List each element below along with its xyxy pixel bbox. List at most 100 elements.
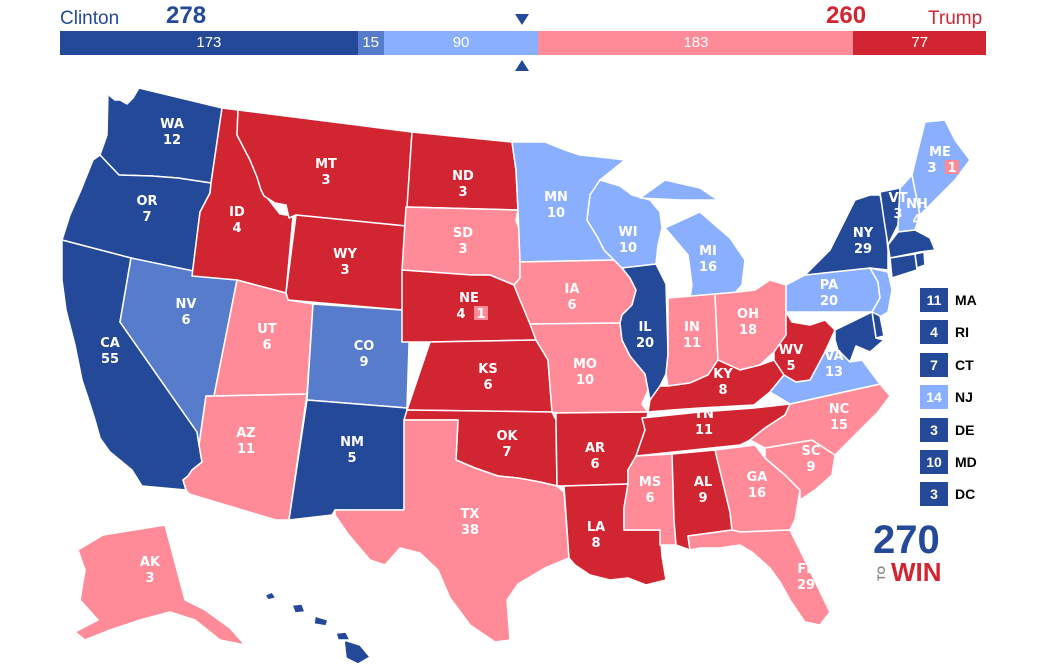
state-abbr-label: OK bbox=[496, 429, 518, 444]
tally-segment: 15 bbox=[357, 31, 384, 55]
ne-state-ev-box-dc[interactable]: 3 bbox=[920, 482, 948, 507]
state-ev-label: 38 bbox=[461, 523, 479, 538]
state-abbr-label: OH bbox=[737, 307, 759, 322]
state-abbr-label: KY bbox=[713, 367, 733, 382]
state-abbr-label: TN bbox=[694, 407, 714, 422]
state-ev-label: 8 bbox=[591, 536, 600, 551]
state-abbr-label: ME bbox=[929, 145, 951, 160]
state-wa[interactable] bbox=[99, 87, 223, 184]
ne-state-ev-box-md[interactable]: 10 bbox=[920, 450, 948, 474]
state-wy[interactable] bbox=[285, 214, 407, 311]
state-abbr-label: CO bbox=[354, 339, 375, 354]
district-ev-label: 1 bbox=[476, 307, 485, 322]
state-ev-label: 13 bbox=[825, 365, 843, 380]
state-abbr-label: NY bbox=[853, 226, 874, 241]
state-abbr-label: SC bbox=[802, 444, 821, 459]
state-abbr-label: AR bbox=[585, 441, 605, 456]
state-abbr-label: FL bbox=[797, 562, 814, 577]
ne-state-label: MA bbox=[955, 292, 977, 308]
270towin-logo[interactable]: 270 TO WIN bbox=[873, 515, 953, 585]
state-abbr-label: HI bbox=[314, 630, 330, 645]
state-ct[interactable] bbox=[889, 253, 918, 279]
state-abbr-label: AZ bbox=[236, 426, 256, 441]
state-ev-label: 11 bbox=[683, 336, 701, 351]
state-md[interactable] bbox=[834, 311, 885, 363]
trump-name: Trump bbox=[928, 8, 983, 29]
state-abbr-label: IA bbox=[565, 282, 580, 297]
state-ri[interactable] bbox=[914, 251, 926, 269]
state-ev-label: 18 bbox=[739, 323, 757, 338]
tally-segment: 183 bbox=[538, 31, 854, 55]
ne-state-ev-box-de[interactable]: 3 bbox=[920, 417, 948, 442]
logo-small-text: TO bbox=[876, 565, 888, 581]
tally-header: Clinton 278 260 Trump 173 15 90 183 77 bbox=[0, 0, 1050, 80]
state-ev-label: 12 bbox=[163, 133, 181, 148]
state-ev-label: 6 bbox=[262, 338, 271, 353]
state-ky[interactable] bbox=[647, 359, 785, 413]
district-badge[interactable] bbox=[945, 160, 959, 174]
state-abbr-label: NM bbox=[340, 435, 364, 450]
state-ev-label: 55 bbox=[101, 352, 119, 367]
state-abbr-label: AL bbox=[694, 475, 712, 490]
state-abbr-label: KS bbox=[478, 362, 497, 377]
state-abbr-label: WV bbox=[779, 343, 803, 358]
state-hi[interactable] bbox=[264, 591, 371, 665]
ne-state-ev-box-nj[interactable]: 14 bbox=[920, 385, 948, 410]
state-il[interactable] bbox=[619, 263, 669, 401]
state-ev-label: 9 bbox=[359, 355, 368, 370]
state-ev-label: 10 bbox=[547, 206, 565, 221]
state-ev-label: 10 bbox=[619, 241, 637, 256]
state-ma[interactable] bbox=[887, 229, 936, 259]
state-ev-label: 5 bbox=[786, 359, 795, 374]
state-fl[interactable] bbox=[687, 529, 831, 626]
state-mi[interactable] bbox=[639, 179, 746, 299]
state-tx[interactable] bbox=[334, 419, 570, 643]
state-abbr-label: NH bbox=[906, 197, 928, 212]
state-vt[interactable] bbox=[879, 187, 901, 246]
state-abbr-label: WY bbox=[333, 247, 357, 262]
tally-segment: 90 bbox=[383, 31, 539, 55]
ne-state-ev-box-ri[interactable]: 4 bbox=[920, 320, 948, 345]
state-ev-label: 4 bbox=[317, 646, 326, 661]
state-abbr-label: VA bbox=[824, 349, 843, 364]
state-ev-label: 29 bbox=[854, 242, 872, 257]
district-ev-label: 1 bbox=[947, 161, 956, 176]
state-ev-label: 20 bbox=[636, 336, 654, 351]
state-abbr-label: MS bbox=[639, 475, 661, 490]
trump-votes: 260 bbox=[826, 2, 867, 29]
state-ak[interactable] bbox=[74, 524, 246, 646]
state-nc[interactable] bbox=[749, 383, 891, 456]
state-co[interactable] bbox=[306, 303, 411, 409]
ne-state-ev-box-ma[interactable]: 11 bbox=[920, 288, 948, 312]
state-ev-label: 3 bbox=[145, 571, 154, 586]
district-badge[interactable] bbox=[474, 306, 488, 320]
state-ev-label: 10 bbox=[576, 373, 594, 388]
state-abbr-label: WI bbox=[618, 225, 637, 240]
state-abbr-label: MO bbox=[573, 357, 597, 372]
state-ev-label: 9 bbox=[806, 460, 815, 475]
state-ev-label: 3 bbox=[458, 242, 467, 257]
state-ev-label: 29 bbox=[797, 578, 815, 593]
state-abbr-label: AK bbox=[140, 555, 161, 570]
state-abbr-label: MI bbox=[699, 244, 717, 259]
state-ms[interactable] bbox=[623, 453, 677, 546]
state-ga[interactable] bbox=[714, 444, 801, 533]
clinton-votes: 278 bbox=[166, 2, 207, 29]
ne-state-ev-box-ct[interactable]: 7 bbox=[920, 352, 948, 377]
state-ev-label: 6 bbox=[567, 298, 576, 313]
state-ny[interactable] bbox=[804, 194, 889, 276]
state-ev-label: 3 bbox=[458, 185, 467, 200]
state-ev-label: 15 bbox=[830, 418, 848, 433]
state-ev-label: 16 bbox=[699, 260, 717, 275]
state-ev-label: 9 bbox=[698, 491, 707, 506]
state-ev-label: 7 bbox=[142, 210, 151, 225]
state-abbr-label: LA bbox=[587, 520, 605, 535]
state-ev-label: 3 bbox=[321, 173, 330, 188]
state-wv[interactable] bbox=[773, 311, 836, 383]
state-ev-label: 11 bbox=[695, 423, 713, 438]
state-me[interactable] bbox=[911, 119, 971, 216]
state-abbr-label: VT bbox=[889, 191, 908, 206]
270-marker-bottom-icon bbox=[515, 60, 529, 71]
ne-state-label: RI bbox=[955, 324, 969, 341]
